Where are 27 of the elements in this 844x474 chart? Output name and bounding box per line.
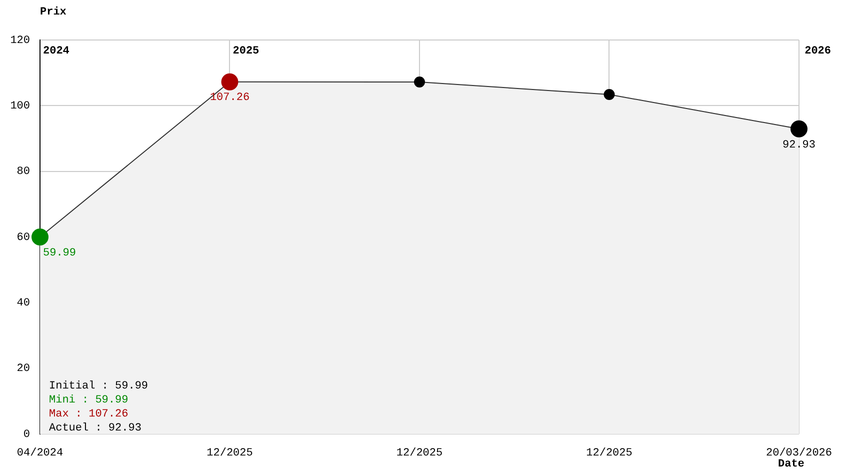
y-tick-label: 120	[10, 34, 30, 47]
y-tick-label: 0	[23, 428, 30, 441]
y-tick-label: 100	[10, 100, 30, 113]
x-tick-label: 04/2024	[16, 448, 64, 460]
x-tick-label: 12/2025	[586, 448, 632, 460]
text: 2026	[804, 45, 831, 58]
x-tick-label: 12/2025	[396, 448, 443, 460]
y-tick-label: 80	[16, 166, 30, 178]
point	[32, 228, 48, 246]
point	[790, 120, 808, 138]
y-tick-label: 20	[16, 363, 30, 376]
x-tick-label: 20/03/2026	[766, 448, 832, 460]
annotation: Actuel : 92.93	[49, 422, 142, 434]
data-label: 92.93	[782, 139, 816, 152]
annotation: Max : 107.26	[49, 408, 128, 420]
data-label: 107.26	[210, 92, 250, 104]
annotation: 2024	[43, 45, 70, 58]
annotation: Initial : 59.99	[49, 380, 148, 392]
y-axis-title: Prix	[40, 6, 67, 18]
annotation: 2025	[232, 45, 260, 58]
y-tick-label: 60	[16, 232, 30, 244]
y-tick-label: 40	[16, 298, 30, 310]
x-axis-title: Date	[778, 458, 805, 470]
x-tick-label: 12/2025	[206, 448, 253, 460]
annotation: Mini : 59.99	[49, 394, 128, 406]
data-label: 59.99	[43, 247, 76, 260]
point	[221, 73, 238, 90]
